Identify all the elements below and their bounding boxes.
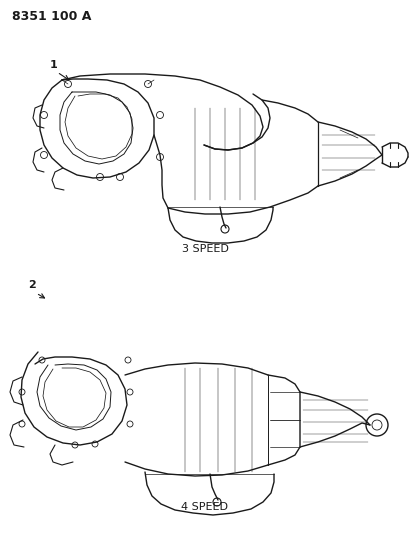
Text: 4 SPEED: 4 SPEED: [181, 502, 228, 512]
Text: 8351 100 A: 8351 100 A: [12, 10, 91, 23]
Text: 2: 2: [28, 280, 36, 290]
Text: 3 SPEED: 3 SPEED: [181, 244, 228, 254]
Text: 1: 1: [50, 60, 58, 70]
